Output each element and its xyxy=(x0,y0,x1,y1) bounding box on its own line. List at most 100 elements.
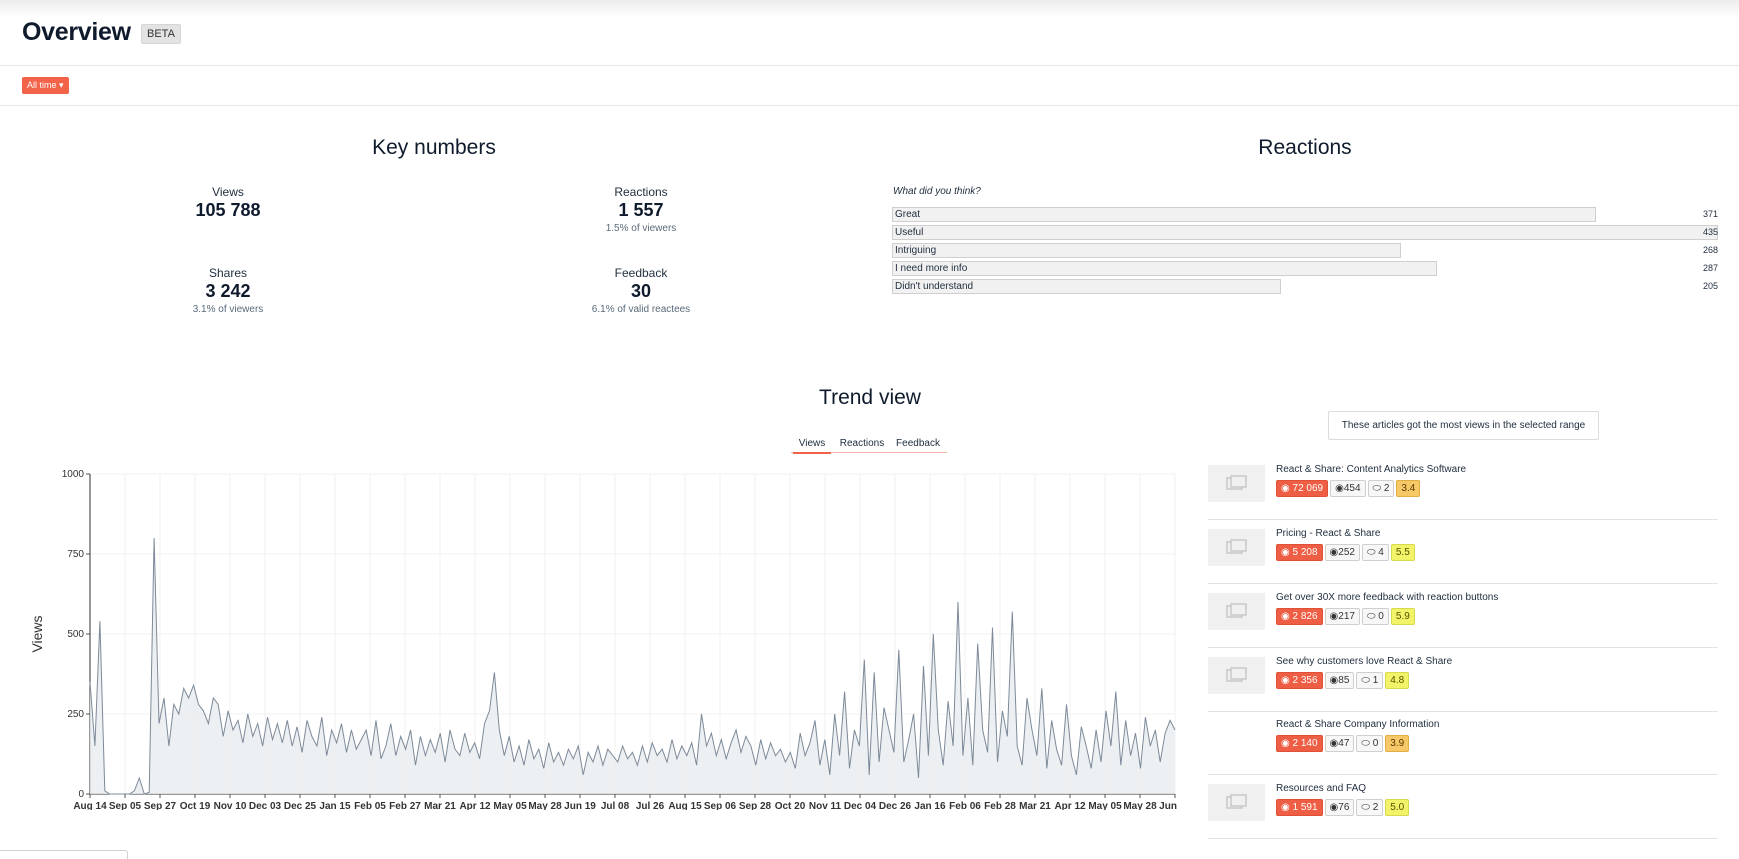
views-count: 2 356 xyxy=(1292,675,1318,686)
page-title: Overview xyxy=(22,18,131,46)
reaction-label: Intriguing xyxy=(895,245,937,256)
article-thumbnail xyxy=(1208,529,1265,566)
x-tick-label: May 05 xyxy=(1088,801,1122,810)
x-tick-label: Mar 21 xyxy=(1019,801,1051,810)
reactions-badge: ◉85 xyxy=(1324,672,1355,689)
comment-icon: ⬭ xyxy=(1361,675,1373,686)
x-tick-label: Dec 04 xyxy=(844,801,877,810)
reaction-icon: ◉ xyxy=(1329,675,1339,686)
reactions-count: 76 xyxy=(1338,802,1350,813)
views-badge: ◉ 2 826 xyxy=(1276,608,1323,625)
article-row[interactable]: Get over 30X more feedback with reaction… xyxy=(1208,588,1718,648)
reactions-title: Reactions xyxy=(1258,136,1352,159)
reaction-bar xyxy=(892,279,1281,294)
x-tick-label: Sep 28 xyxy=(739,801,772,810)
x-tick-label: Feb 05 xyxy=(354,801,386,810)
views-count: 2 140 xyxy=(1292,738,1318,749)
y-axis-label: Views xyxy=(29,615,45,652)
views-count: 72 069 xyxy=(1292,483,1324,494)
article-row[interactable]: Pricing - React & Share ◉ 5 208 ◉252 ⬭ 4 5.5 xyxy=(1208,524,1718,584)
x-tick-label: Aug 14 xyxy=(73,801,107,810)
article-title[interactable]: Resources and FAQ xyxy=(1276,783,1367,794)
reaction-label: Great xyxy=(895,209,921,220)
article-title[interactable]: React & Share Company Information xyxy=(1276,719,1440,730)
stat-reactions-value: 1 557 xyxy=(618,200,664,220)
reactions-badge: ◉454 xyxy=(1330,480,1366,497)
x-tick-label: May 28 xyxy=(1123,801,1157,810)
reaction-row: Intriguing 268 xyxy=(892,243,1718,259)
eye-icon: ◉ xyxy=(1281,611,1293,622)
tab-views[interactable]: Views xyxy=(793,436,831,454)
x-tick-label: Jun 19 xyxy=(564,801,596,810)
top-header: Overview BETA xyxy=(0,0,1739,66)
reaction-count: 371 xyxy=(1702,209,1718,219)
article-thumbnail xyxy=(1208,465,1265,502)
reaction-row: Great 371 xyxy=(892,207,1718,223)
reactions-count: 47 xyxy=(1338,738,1350,749)
x-tick-label: Jan 15 xyxy=(319,801,351,810)
reaction-row: Didn't understand 205 xyxy=(892,279,1718,295)
article-title[interactable]: See why customers love React & Share xyxy=(1276,656,1453,667)
article-title[interactable]: React & Share: Content Analytics Softwar… xyxy=(1276,464,1467,475)
eye-icon: ◉ xyxy=(1281,483,1293,494)
tab-reactions[interactable]: Reactions xyxy=(839,438,885,449)
score-badge: 5.9 xyxy=(1390,608,1415,625)
time-range-dropdown[interactable]: All time ▾ xyxy=(22,77,69,94)
reactions-count: 85 xyxy=(1338,675,1350,686)
reaction-bar xyxy=(892,243,1401,258)
reactions-badge: ◉47 xyxy=(1324,735,1355,752)
article-title[interactable]: Pricing - React & Share xyxy=(1276,528,1381,539)
article-row[interactable]: React & Share: Content Analytics Softwar… xyxy=(1208,460,1718,520)
score-badge: 3.4 xyxy=(1396,480,1421,497)
reaction-count: 205 xyxy=(1702,281,1718,291)
x-tick-label: Nov 11 xyxy=(809,801,842,810)
article-stats: ◉ 5 208 ◉252 ⬭ 4 5.5 xyxy=(1276,544,1417,561)
eye-icon: ◉ xyxy=(1281,738,1293,749)
x-tick-label: Jul 08 xyxy=(601,801,630,810)
reaction-row: I need more info 287 xyxy=(892,261,1718,277)
article-title[interactable]: Get over 30X more feedback with reaction… xyxy=(1276,592,1499,603)
y-tick-label: 250 xyxy=(67,709,84,720)
x-tick-label: Apr 12 xyxy=(459,801,491,810)
views-badge: ◉ 5 208 xyxy=(1276,544,1323,561)
beta-badge: BETA xyxy=(141,24,181,44)
x-tick-label: Feb 06 xyxy=(949,801,981,810)
reaction-icon: ◉ xyxy=(1329,611,1339,622)
y-tick-label: 500 xyxy=(67,629,84,640)
article-stats: ◉ 2 140 ◉47 ⬭ 0 3.9 xyxy=(1276,735,1411,752)
article-row[interactable]: See why customers love React & Share ◉ 2 … xyxy=(1208,652,1718,712)
x-tick-label: Sep 06 xyxy=(704,801,737,810)
comments-count: 2 xyxy=(1383,483,1390,494)
trend-title: Trend view xyxy=(819,386,921,409)
reactions-badge: ◉76 xyxy=(1324,799,1355,816)
x-tick-label: Dec 25 xyxy=(284,801,317,810)
reaction-count: 268 xyxy=(1702,245,1718,255)
tab-feedback[interactable]: Feedback xyxy=(896,438,940,449)
article-thumbnail xyxy=(1208,784,1265,821)
article-thumbnail xyxy=(1208,657,1265,694)
x-tick-label: Dec 26 xyxy=(879,801,912,810)
article-row[interactable]: React & Share Company Information ◉ 2 140… xyxy=(1208,715,1718,775)
reactions-count: 454 xyxy=(1343,483,1361,494)
x-tick-label: Nov 10 xyxy=(214,801,247,810)
eye-icon: ◉ xyxy=(1281,547,1293,558)
article-row[interactable]: Resources and FAQ ◉ 1 591 ◉76 ⬭ 2 5.0 xyxy=(1208,779,1718,839)
image-placeholder-icon xyxy=(1226,603,1247,618)
article-stats: ◉ 1 591 ◉76 ⬭ 2 5.0 xyxy=(1276,799,1411,816)
y-tick-label: 1000 xyxy=(62,469,85,480)
top-articles-info: These articles got the most views in the… xyxy=(1328,411,1599,440)
x-tick-label: Dec 03 xyxy=(249,801,282,810)
reaction-count: 435 xyxy=(1702,227,1718,237)
article-thumbnail xyxy=(1208,593,1265,630)
stat-feedback-label: Feedback xyxy=(614,266,668,280)
x-tick-label: Apr 12 xyxy=(1054,801,1086,810)
stat-shares-sub: 3.1% of viewers xyxy=(192,304,264,315)
x-tick-label: Feb 27 xyxy=(389,801,421,810)
reaction-bar xyxy=(892,207,1596,222)
eye-icon: ◉ xyxy=(1281,802,1293,813)
reactions-count: 252 xyxy=(1338,547,1355,558)
comments-badge: ⬭ 4 xyxy=(1361,544,1389,561)
bottom-tab[interactable] xyxy=(0,850,128,859)
eye-icon: ◉ xyxy=(1281,675,1293,686)
